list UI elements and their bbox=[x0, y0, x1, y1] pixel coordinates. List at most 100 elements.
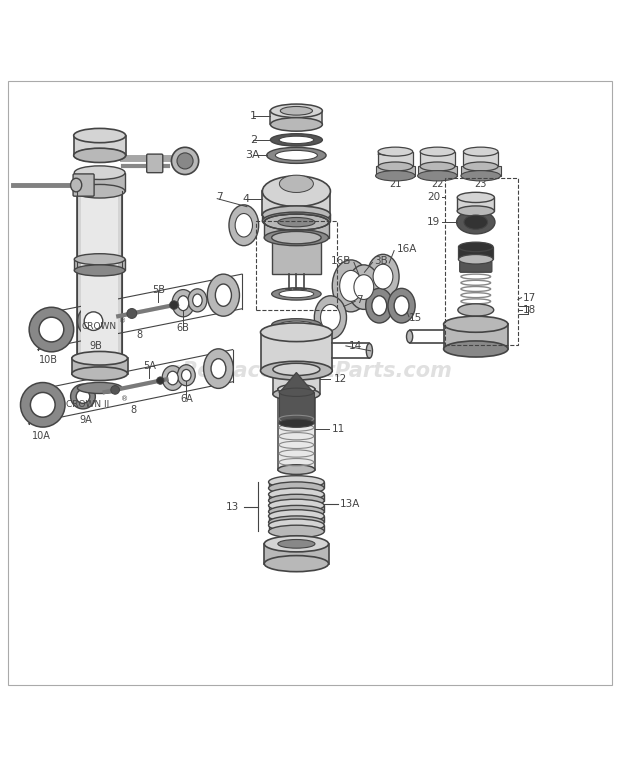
Text: 8: 8 bbox=[131, 404, 137, 414]
Circle shape bbox=[170, 301, 178, 309]
Text: 6A: 6A bbox=[180, 394, 193, 404]
Ellipse shape bbox=[457, 192, 494, 202]
Bar bbox=[444, 324, 508, 349]
Text: 9B: 9B bbox=[89, 341, 102, 351]
Text: 12: 12 bbox=[334, 374, 347, 384]
Ellipse shape bbox=[273, 353, 320, 365]
Ellipse shape bbox=[211, 358, 226, 378]
Text: 21: 21 bbox=[389, 178, 402, 188]
Ellipse shape bbox=[354, 275, 374, 300]
Ellipse shape bbox=[268, 499, 324, 512]
Ellipse shape bbox=[280, 355, 312, 362]
Bar bbox=[264, 544, 329, 564]
Ellipse shape bbox=[378, 162, 413, 171]
Text: CROWN: CROWN bbox=[81, 322, 116, 331]
Ellipse shape bbox=[458, 254, 493, 264]
Ellipse shape bbox=[262, 176, 330, 207]
FancyBboxPatch shape bbox=[147, 154, 163, 172]
Ellipse shape bbox=[260, 362, 332, 380]
Ellipse shape bbox=[275, 172, 317, 210]
Ellipse shape bbox=[332, 260, 370, 312]
Ellipse shape bbox=[463, 162, 498, 171]
Bar bbox=[268, 506, 324, 512]
Text: 6B: 6B bbox=[177, 323, 190, 333]
Ellipse shape bbox=[262, 206, 330, 224]
Ellipse shape bbox=[268, 488, 324, 501]
Ellipse shape bbox=[78, 305, 110, 337]
Bar bbox=[457, 198, 494, 211]
Text: eReplacementParts.com: eReplacementParts.com bbox=[168, 361, 452, 381]
Ellipse shape bbox=[456, 211, 495, 234]
Ellipse shape bbox=[366, 343, 373, 358]
Bar bbox=[262, 214, 330, 221]
Ellipse shape bbox=[264, 555, 329, 571]
Text: 7: 7 bbox=[216, 192, 223, 202]
Ellipse shape bbox=[84, 312, 103, 330]
Ellipse shape bbox=[348, 265, 380, 309]
Bar bbox=[78, 192, 122, 358]
Ellipse shape bbox=[268, 494, 324, 507]
Ellipse shape bbox=[278, 218, 315, 227]
Ellipse shape bbox=[72, 352, 128, 365]
FancyBboxPatch shape bbox=[459, 261, 492, 272]
Ellipse shape bbox=[74, 166, 125, 179]
Ellipse shape bbox=[272, 231, 321, 244]
Ellipse shape bbox=[268, 506, 324, 518]
Text: 5B: 5B bbox=[152, 285, 165, 295]
Bar bbox=[418, 166, 457, 175]
Ellipse shape bbox=[273, 388, 320, 401]
Ellipse shape bbox=[372, 296, 387, 316]
Ellipse shape bbox=[272, 319, 321, 331]
Bar bbox=[74, 172, 125, 192]
Ellipse shape bbox=[268, 519, 324, 532]
Ellipse shape bbox=[366, 288, 393, 323]
Bar bbox=[270, 111, 322, 124]
Text: 2: 2 bbox=[250, 135, 257, 145]
Ellipse shape bbox=[394, 296, 409, 316]
Ellipse shape bbox=[279, 290, 314, 298]
Ellipse shape bbox=[367, 254, 399, 299]
Circle shape bbox=[177, 153, 193, 169]
Ellipse shape bbox=[162, 365, 183, 391]
Text: 15: 15 bbox=[409, 313, 422, 323]
Ellipse shape bbox=[278, 465, 315, 474]
Ellipse shape bbox=[388, 288, 415, 323]
Text: 14: 14 bbox=[349, 341, 362, 351]
Ellipse shape bbox=[177, 296, 188, 311]
Ellipse shape bbox=[418, 171, 457, 181]
Ellipse shape bbox=[321, 304, 340, 330]
Ellipse shape bbox=[188, 289, 207, 312]
Ellipse shape bbox=[270, 118, 322, 131]
Ellipse shape bbox=[376, 171, 415, 181]
Ellipse shape bbox=[314, 296, 347, 339]
Bar bbox=[420, 152, 454, 166]
Ellipse shape bbox=[229, 205, 259, 246]
Ellipse shape bbox=[273, 346, 320, 357]
Ellipse shape bbox=[74, 149, 126, 162]
Bar bbox=[72, 358, 128, 374]
Text: 4: 4 bbox=[242, 194, 249, 204]
Ellipse shape bbox=[278, 385, 315, 394]
Circle shape bbox=[127, 309, 137, 319]
Ellipse shape bbox=[273, 363, 320, 375]
Bar bbox=[268, 516, 324, 522]
Bar bbox=[273, 369, 320, 394]
Ellipse shape bbox=[275, 150, 317, 160]
Text: ®: ® bbox=[120, 318, 126, 324]
Ellipse shape bbox=[463, 147, 498, 156]
Ellipse shape bbox=[76, 390, 90, 404]
Text: 3A: 3A bbox=[246, 150, 260, 160]
Ellipse shape bbox=[264, 230, 329, 246]
Ellipse shape bbox=[280, 175, 313, 192]
Ellipse shape bbox=[74, 254, 125, 265]
Ellipse shape bbox=[268, 525, 324, 538]
Ellipse shape bbox=[262, 212, 330, 230]
Ellipse shape bbox=[457, 206, 494, 216]
Text: 19: 19 bbox=[427, 218, 440, 228]
Ellipse shape bbox=[268, 516, 324, 529]
Text: 16B: 16B bbox=[331, 256, 352, 266]
Bar bbox=[260, 332, 332, 371]
Ellipse shape bbox=[444, 316, 508, 332]
Bar bbox=[262, 192, 330, 214]
Ellipse shape bbox=[280, 106, 312, 115]
